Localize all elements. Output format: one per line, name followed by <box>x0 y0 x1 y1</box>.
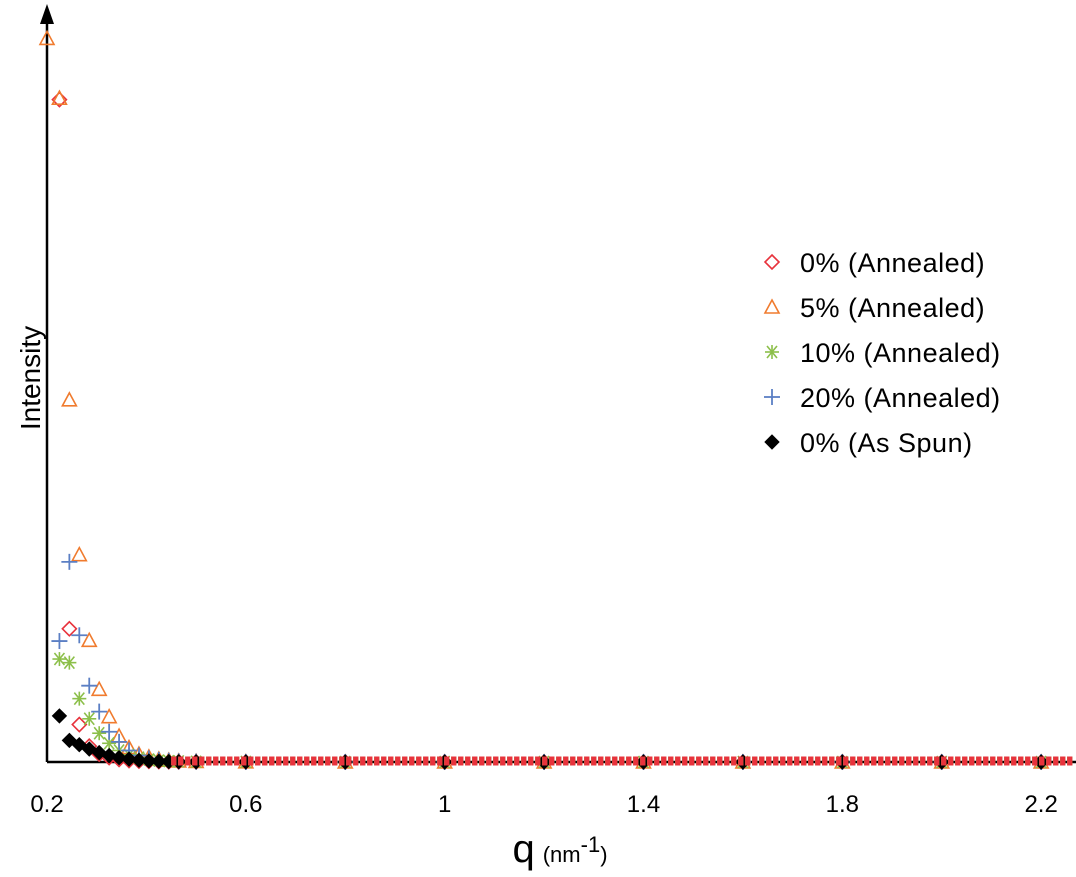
legend-marker <box>763 253 781 271</box>
x-tick-label: 1.4 <box>627 791 660 818</box>
legend-marker <box>765 345 779 359</box>
x-tick-label: 1.8 <box>826 791 859 818</box>
x-axis-label: q (nm-1) <box>512 827 607 871</box>
legend-label: 10% (Annealed) <box>800 338 1001 368</box>
x-tick-label: 1 <box>438 791 451 818</box>
data-point <box>92 726 107 741</box>
data-point <box>61 620 78 637</box>
data-point <box>100 707 118 724</box>
data-point <box>51 708 68 724</box>
legend-marker <box>764 434 780 450</box>
data-point <box>91 703 108 720</box>
data-point <box>61 391 78 407</box>
data-point <box>70 545 88 562</box>
x-tick-label: 2.2 <box>1024 791 1057 818</box>
legend-item: 0% (As Spun) <box>764 428 973 458</box>
data-point <box>101 747 117 764</box>
legend-item: 0% (Annealed) <box>763 248 985 278</box>
x-axis-unit-superscript: -1 <box>581 832 601 857</box>
data-point <box>90 680 108 697</box>
data-point <box>72 691 87 706</box>
data-point <box>141 753 157 769</box>
data-point <box>151 753 167 769</box>
data-point <box>131 752 147 768</box>
data-point <box>71 627 88 644</box>
data-point <box>111 733 128 750</box>
x-axis-label-q: q <box>512 827 534 871</box>
legend-label: 0% (As Spun) <box>800 428 973 458</box>
data-point <box>51 633 68 650</box>
legend: 0% (Annealed) 5% (Annealed) 10% (Annealed)… <box>763 248 1001 458</box>
data-point <box>101 723 118 740</box>
data-point <box>38 29 56 46</box>
x-tick-label: 0.6 <box>229 791 262 818</box>
axes <box>40 4 1076 764</box>
legend-item: 10% (Annealed) <box>765 338 1001 368</box>
x-axis-label-text: q (nm-1) <box>512 827 607 871</box>
legend-marker <box>763 298 781 314</box>
data-points <box>38 29 1074 771</box>
legend-label: 0% (Annealed) <box>800 248 985 278</box>
data-point <box>61 553 78 570</box>
data-point <box>51 91 68 108</box>
legend-label: 20% (Annealed) <box>800 383 1001 413</box>
y-axis-label: Intensity <box>15 326 46 430</box>
data-point <box>111 749 127 766</box>
data-point <box>52 652 67 667</box>
data-point <box>80 631 98 648</box>
legend-label: 5% (Annealed) <box>800 293 985 323</box>
data-point <box>121 751 137 767</box>
data-point <box>51 89 68 105</box>
legend-marker <box>764 389 780 405</box>
x-axis-unit-close: ) <box>600 842 607 867</box>
x-tick-label: 0.2 <box>30 791 63 818</box>
data-point <box>62 655 77 670</box>
y-axis-arrowhead <box>40 4 54 24</box>
data-point <box>71 716 88 733</box>
legend-item: 20% (Annealed) <box>764 383 1001 413</box>
legend-item: 5% (Annealed) <box>763 293 985 323</box>
data-point <box>82 711 97 726</box>
x-ticks: 0.2 0.6 1 1.4 1.8 2.2 <box>30 791 1058 818</box>
data-point <box>81 677 98 694</box>
x-axis-unit: (nm <box>543 842 581 867</box>
